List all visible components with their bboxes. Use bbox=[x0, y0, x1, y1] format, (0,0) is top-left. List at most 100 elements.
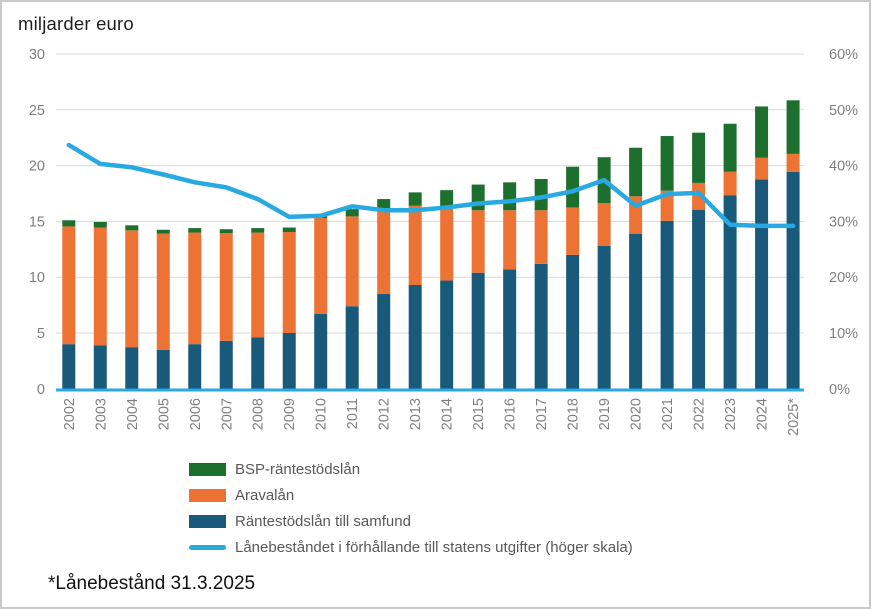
bar-segment bbox=[408, 285, 422, 389]
left-axis-tick: 20 bbox=[29, 159, 45, 175]
chart-title: miljarder euro bbox=[18, 13, 134, 34]
bar-segment bbox=[93, 221, 107, 228]
bar-segment bbox=[723, 171, 737, 196]
bar-segment bbox=[534, 210, 548, 264]
bar-segment bbox=[251, 228, 265, 233]
x-axis-label: 2022 bbox=[692, 398, 708, 430]
x-axis-label: 2025* bbox=[786, 398, 802, 436]
left-axis-tick: 15 bbox=[29, 214, 45, 230]
bar-segment bbox=[314, 218, 328, 315]
right-axis-tick: 20% bbox=[829, 270, 858, 286]
bar-segment bbox=[660, 190, 674, 221]
bar-segment bbox=[597, 202, 611, 246]
x-axis-label: 2016 bbox=[503, 398, 519, 430]
bar-segment bbox=[723, 195, 737, 389]
bar-segment bbox=[125, 230, 139, 348]
bar-segment bbox=[156, 349, 170, 389]
bar-segment bbox=[597, 245, 611, 389]
bar-segment bbox=[282, 227, 296, 233]
left-axis-tick: 10 bbox=[29, 270, 45, 286]
bar-segment bbox=[125, 347, 139, 389]
bar-segment bbox=[503, 182, 517, 211]
bar-segment bbox=[786, 171, 800, 389]
bar-segment bbox=[471, 184, 485, 211]
bar-segment bbox=[566, 207, 580, 255]
bar-segment bbox=[282, 232, 296, 333]
right-axis-tick: 10% bbox=[829, 326, 858, 342]
x-axis-label: 2006 bbox=[188, 398, 204, 430]
bar-segment bbox=[629, 147, 643, 197]
bar-segment bbox=[314, 314, 328, 389]
x-axis-label: 2007 bbox=[219, 398, 235, 430]
x-axis-label: 2003 bbox=[93, 398, 109, 430]
x-axis-label: 2020 bbox=[629, 398, 645, 430]
bar-segment bbox=[188, 228, 202, 233]
x-axis-label: 2021 bbox=[660, 398, 676, 430]
bar-segment bbox=[534, 263, 548, 389]
x-axis-label: 2009 bbox=[282, 398, 298, 430]
right-axis-tick: 50% bbox=[829, 103, 858, 119]
legend-item-arava: Aravalån bbox=[189, 482, 633, 508]
bar-segment bbox=[188, 232, 202, 345]
bar-segment bbox=[660, 136, 674, 191]
bar-segment bbox=[93, 227, 107, 346]
chart-plot-area: 30 60% 25 50% 20 40% 15 30% 10 20% 5 10% 0 0% 2002 2003… bbox=[29, 47, 858, 436]
x-axis-label: 2002 bbox=[62, 398, 78, 430]
x-axis-label: 2023 bbox=[723, 398, 739, 430]
bar-segment bbox=[471, 272, 485, 389]
left-axis-tick: 30 bbox=[29, 47, 45, 63]
legend-color-swatch-icon bbox=[189, 488, 226, 502]
x-axis-label: 2019 bbox=[597, 398, 613, 430]
bar-segment bbox=[755, 106, 769, 158]
bar-segment bbox=[93, 345, 107, 389]
bar-segment bbox=[156, 233, 170, 350]
x-axis-label: 2004 bbox=[125, 398, 141, 430]
bar-segment bbox=[251, 337, 265, 389]
x-axis-label: 2012 bbox=[377, 398, 393, 430]
bar-segment bbox=[786, 100, 800, 154]
bar-segment bbox=[156, 229, 170, 234]
bar-segment bbox=[408, 192, 422, 206]
x-axis-label: 2015 bbox=[471, 398, 487, 430]
bar-segment bbox=[251, 232, 265, 338]
bar-segment bbox=[660, 220, 674, 389]
legend-item-samfund: Räntestödslån till samfund bbox=[189, 508, 633, 534]
legend-item-bsp: BSP-räntestödslån bbox=[189, 456, 633, 482]
bar-segment bbox=[345, 216, 359, 307]
x-axis-label: 2024 bbox=[755, 398, 771, 430]
left-axis-tick: 0 bbox=[37, 382, 45, 398]
bar-segment bbox=[188, 344, 202, 389]
right-axis-tick: 0% bbox=[829, 382, 850, 398]
bar-segment bbox=[282, 333, 296, 389]
bar-segment bbox=[345, 306, 359, 389]
left-axis-tick: 5 bbox=[37, 326, 45, 342]
bar-segment bbox=[566, 254, 580, 389]
bar-segment bbox=[692, 132, 706, 183]
legend-label: BSP-räntestödslån bbox=[235, 460, 361, 478]
legend-item-ratio-line: Lånebeståndet i förhållande till statens… bbox=[189, 534, 633, 560]
bar-segment bbox=[471, 210, 485, 273]
bar-segment bbox=[219, 229, 233, 234]
bar-segment bbox=[219, 340, 233, 389]
bar-segment bbox=[755, 179, 769, 389]
bar-segment bbox=[723, 123, 737, 172]
x-axis-label: 2018 bbox=[566, 398, 582, 430]
chart-legend: BSP-räntestödslån Aravalån Räntestödslån t… bbox=[189, 456, 633, 560]
bar-segment bbox=[62, 220, 76, 227]
bar-segment bbox=[377, 210, 391, 294]
x-axis-label: 2017 bbox=[534, 398, 550, 430]
x-axis-label: 2014 bbox=[440, 398, 456, 430]
right-axis-tick: 40% bbox=[829, 159, 858, 175]
bar-segment bbox=[755, 157, 769, 180]
legend-color-swatch-icon bbox=[189, 462, 226, 476]
bar-segment bbox=[345, 209, 359, 217]
x-axis-label: 2013 bbox=[408, 398, 424, 430]
right-axis-tick: 30% bbox=[829, 214, 858, 230]
bar-segment bbox=[440, 190, 454, 207]
bar-segment bbox=[566, 166, 580, 208]
bar-segment bbox=[440, 280, 454, 389]
bar-segment bbox=[440, 206, 454, 281]
x-axis-label: 2011 bbox=[345, 398, 361, 429]
bar-segment bbox=[377, 199, 391, 211]
chart-footnote: *Lånebestånd 31.3.2025 bbox=[48, 573, 256, 594]
